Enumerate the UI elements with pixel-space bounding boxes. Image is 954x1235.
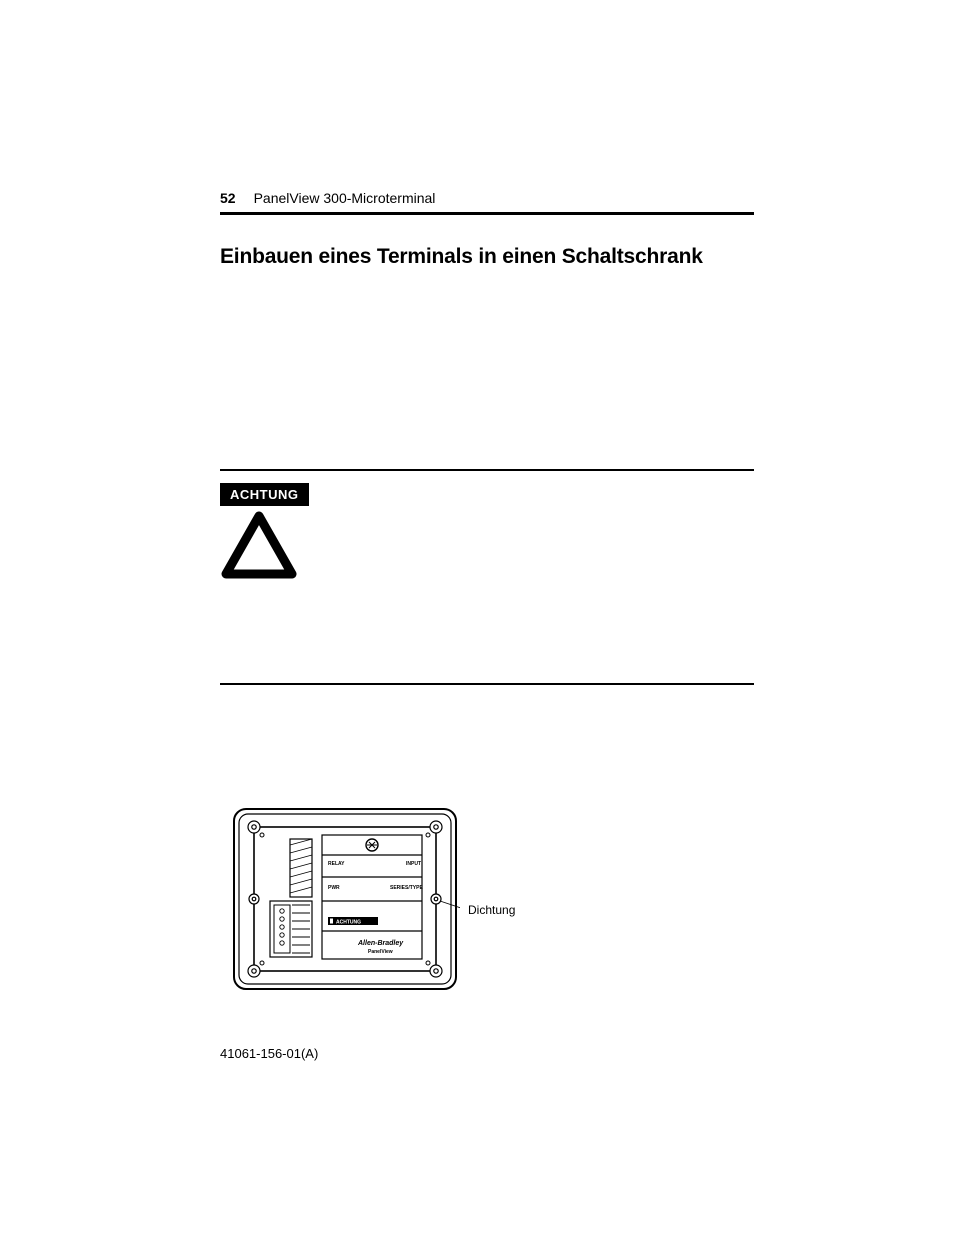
- label-input: INPUT: [406, 861, 421, 867]
- footer-code: 41061-156-01(A): [220, 1046, 318, 1061]
- label-relay: RELAY: [328, 861, 345, 867]
- warning-bottom-rule: [220, 683, 754, 685]
- warning-inner: ACHTUNG: [220, 483, 754, 623]
- label-series: SERIES/TYPE: [390, 885, 423, 891]
- page-header: 52 PanelView 300-Microterminal: [220, 190, 754, 212]
- device-diagram: RELAY INPUT PWR SERIES/TYPE ACHTUNG Alle…: [230, 805, 460, 995]
- page: 52 PanelView 300-Microterminal Einbauen …: [0, 0, 954, 1235]
- callout-dichtung: Dichtung: [468, 903, 515, 917]
- svg-text:ACHTUNG: ACHTUNG: [336, 920, 361, 926]
- warning-block: ACHTUNG: [220, 469, 754, 685]
- warning-label: ACHTUNG: [220, 483, 309, 506]
- warning-left: ACHTUNG: [220, 483, 309, 585]
- svg-text:PanelView: PanelView: [368, 949, 393, 955]
- warning-triangle-icon: [220, 510, 309, 585]
- page-number: 52: [220, 190, 236, 206]
- header-rule: [220, 212, 754, 215]
- doc-title: PanelView 300-Microterminal: [254, 190, 436, 206]
- figure: RELAY INPUT PWR SERIES/TYPE ACHTUNG Alle…: [220, 805, 754, 1005]
- section-heading: Einbauen eines Terminals in einen Schalt…: [220, 245, 754, 269]
- svg-text:Allen-Bradley: Allen-Bradley: [357, 940, 404, 947]
- label-pwr: PWR: [328, 885, 340, 891]
